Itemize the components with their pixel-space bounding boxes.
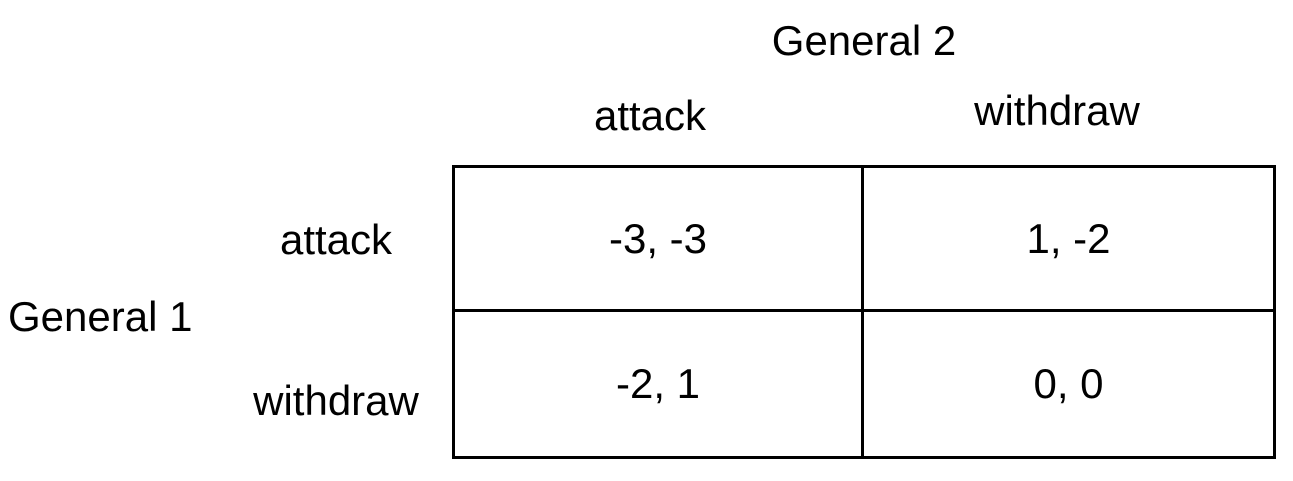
payoff-cell-withdraw-attack: -2, 1 bbox=[455, 312, 864, 456]
payoff-grid: -3, -3 1, -2 -2, 1 0, 0 bbox=[452, 165, 1276, 459]
payoff-cell-attack-withdraw: 1, -2 bbox=[864, 168, 1273, 312]
row-strategy-attack: attack bbox=[279, 216, 393, 263]
column-strategy-attack: attack bbox=[593, 92, 707, 139]
payoff-cell-attack-attack: -3, -3 bbox=[455, 168, 864, 312]
row-strategy-withdraw: withdraw bbox=[253, 377, 419, 424]
column-player-label: General 2 bbox=[771, 17, 957, 64]
column-strategy-withdraw: withdraw bbox=[974, 87, 1140, 134]
row-player-label: General 1 bbox=[8, 293, 193, 340]
payoff-cell-withdraw-withdraw: 0, 0 bbox=[1033, 360, 1104, 407]
